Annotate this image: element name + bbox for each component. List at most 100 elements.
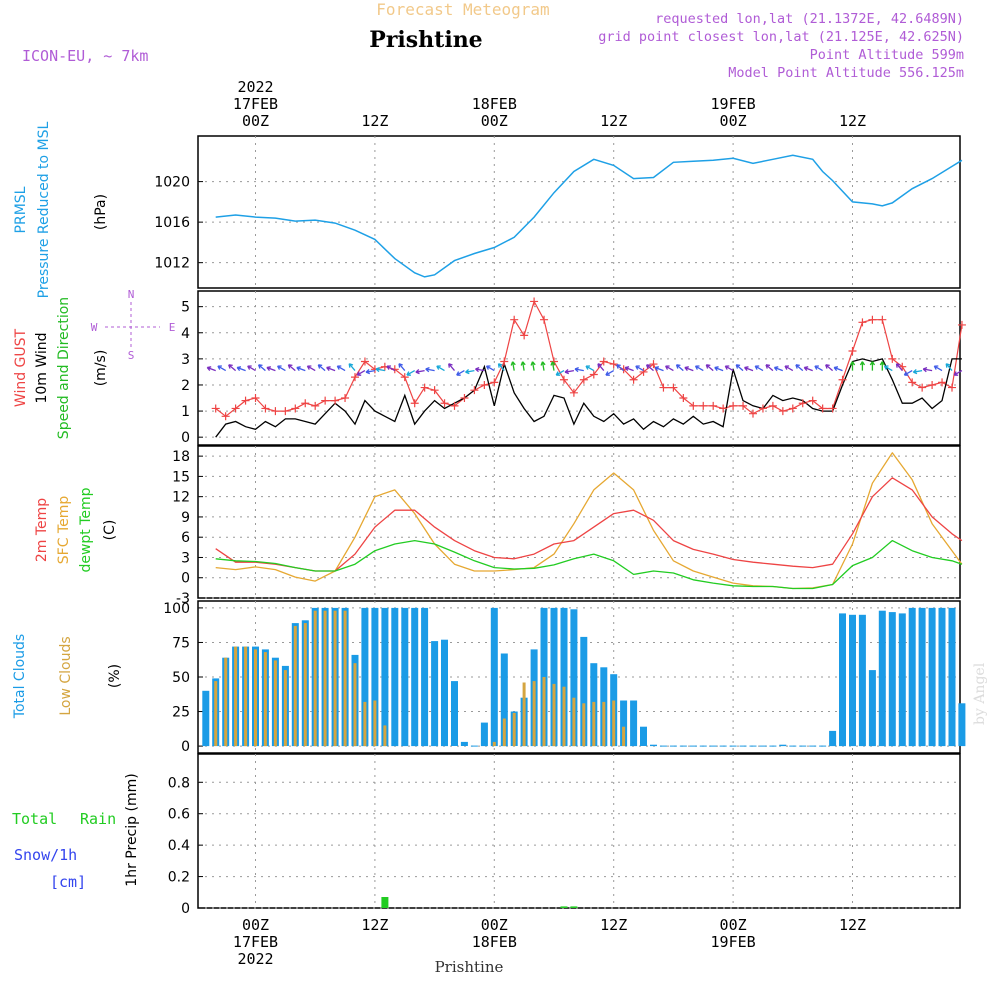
gust-marker — [430, 386, 439, 395]
total-cloud-bar — [849, 614, 856, 747]
y-tick-label: 6 — [181, 530, 190, 546]
gust-marker — [729, 401, 738, 410]
top-time-label: 00Z — [242, 112, 269, 130]
wind-direction-arrow — [869, 361, 876, 371]
cloud-label-low: Low Clouds — [58, 636, 74, 715]
wind-direction-arrow — [883, 365, 893, 372]
y-tick-label: 0 — [181, 430, 190, 446]
wind-direction-arrow — [665, 365, 674, 372]
low-cloud-bar — [383, 725, 387, 747]
wind-direction-arrow — [795, 364, 804, 372]
gust-marker — [291, 404, 300, 413]
low-cloud-bar — [522, 682, 526, 747]
wind-direction-arrow — [912, 369, 923, 375]
total-cloud-bar — [550, 607, 558, 747]
wind-direction-arrow — [530, 361, 536, 371]
y-tick-label: 75 — [172, 635, 190, 651]
total-cloud-bar — [490, 607, 498, 747]
total-cloud-bar — [948, 607, 956, 747]
wind-direction-arrow — [645, 364, 654, 372]
top-time-label: 12Z — [600, 112, 627, 130]
gust-marker — [957, 320, 966, 329]
wind-direction-arrow — [933, 365, 943, 372]
temp-label-sfc: SFC Temp — [56, 496, 72, 565]
gust-marker — [848, 347, 857, 356]
bottom-time-label: 19FEB — [711, 933, 756, 951]
gust-marker — [868, 315, 877, 324]
gust-marker — [321, 396, 330, 405]
gust-marker — [739, 401, 748, 410]
wind-direction-arrow — [497, 363, 505, 372]
total-cloud-bar — [938, 607, 946, 747]
gust-marker — [599, 357, 608, 366]
watermark: by Angel — [972, 662, 988, 725]
gust-marker — [659, 383, 668, 392]
low-cloud-bar — [532, 681, 536, 746]
wind-direction-arrow — [879, 361, 885, 371]
total-cloud-bar — [371, 607, 379, 747]
wind-direction-arrow — [803, 366, 813, 372]
wind-direction-arrow — [436, 365, 445, 372]
pressure-label-1: PRMSL — [13, 186, 29, 233]
gust-marker — [888, 354, 897, 363]
wind-direction-arrow — [206, 366, 216, 372]
gust-marker — [271, 407, 280, 416]
station-title: Prishtine — [369, 27, 482, 53]
wind-direction-arrow — [605, 370, 615, 376]
y-tick-label: 0.2 — [168, 870, 190, 886]
precip-label-total: Total — [12, 810, 57, 828]
gust-marker — [450, 401, 459, 410]
pressure-unit: (hPa) — [93, 194, 109, 230]
total-cloud-bar — [928, 607, 936, 747]
wind-direction-arrow — [859, 361, 866, 371]
bottom-time-label: 00Z — [242, 916, 269, 934]
gust-marker — [410, 399, 419, 408]
temp-unit: (C) — [102, 520, 118, 541]
gust-marker — [629, 375, 638, 384]
wind-direction-arrow — [585, 365, 595, 372]
total-cloud-bar — [878, 610, 886, 747]
gust-marker — [251, 394, 260, 403]
low-cloud-bar — [263, 652, 267, 747]
gust-marker — [768, 401, 777, 410]
gust-marker — [709, 401, 718, 410]
compass-w: W — [91, 321, 98, 334]
wind-label-10m: 10m Wind — [34, 332, 50, 403]
low-cloud-bar — [512, 712, 516, 747]
y-tick-label: 25 — [172, 705, 190, 721]
gust-marker — [490, 378, 499, 387]
wind-direction-arrow — [773, 366, 784, 372]
wind-direction-arrow — [306, 365, 316, 372]
low-cloud-bar — [622, 726, 626, 746]
gust-marker — [699, 401, 708, 410]
gust-marker — [669, 383, 678, 392]
wind-direction-arrow — [266, 366, 276, 372]
y-tick-label: 0 — [181, 571, 190, 587]
total-cloud-bar — [640, 726, 647, 746]
gust-marker — [301, 399, 310, 408]
bottom-time-label: 00Z — [481, 916, 508, 934]
total-cloud-bar — [421, 607, 429, 747]
low-cloud-bar — [333, 610, 337, 747]
low-cloud-bar — [283, 670, 287, 747]
y-tick-label: 18 — [172, 449, 190, 465]
total-cloud-bar — [411, 607, 419, 747]
gust-marker — [639, 367, 648, 376]
gust-marker — [928, 380, 937, 389]
temp-panel-labels: 2m Temp SFC Temp dewpt Temp (C) — [34, 487, 118, 572]
panel-frame — [197, 445, 961, 599]
total-cloud-bar — [570, 609, 578, 747]
panel-1: 1012 1016 1020 — [154, 135, 961, 289]
gust-marker — [579, 375, 588, 384]
gust-marker — [569, 388, 578, 397]
bottom-time-label: 17FEB — [233, 933, 278, 951]
total-cloud-bar — [202, 690, 210, 747]
panel-frame — [197, 290, 961, 446]
wind-direction-arrow — [228, 364, 237, 372]
total-cloud-bar — [431, 641, 439, 747]
wind-direction-arrow — [375, 366, 386, 373]
wind-direction-arrow — [217, 365, 227, 372]
wind-direction-arrow — [510, 361, 516, 371]
gust-marker — [908, 378, 917, 387]
top-time-label: 19FEB — [711, 95, 756, 113]
